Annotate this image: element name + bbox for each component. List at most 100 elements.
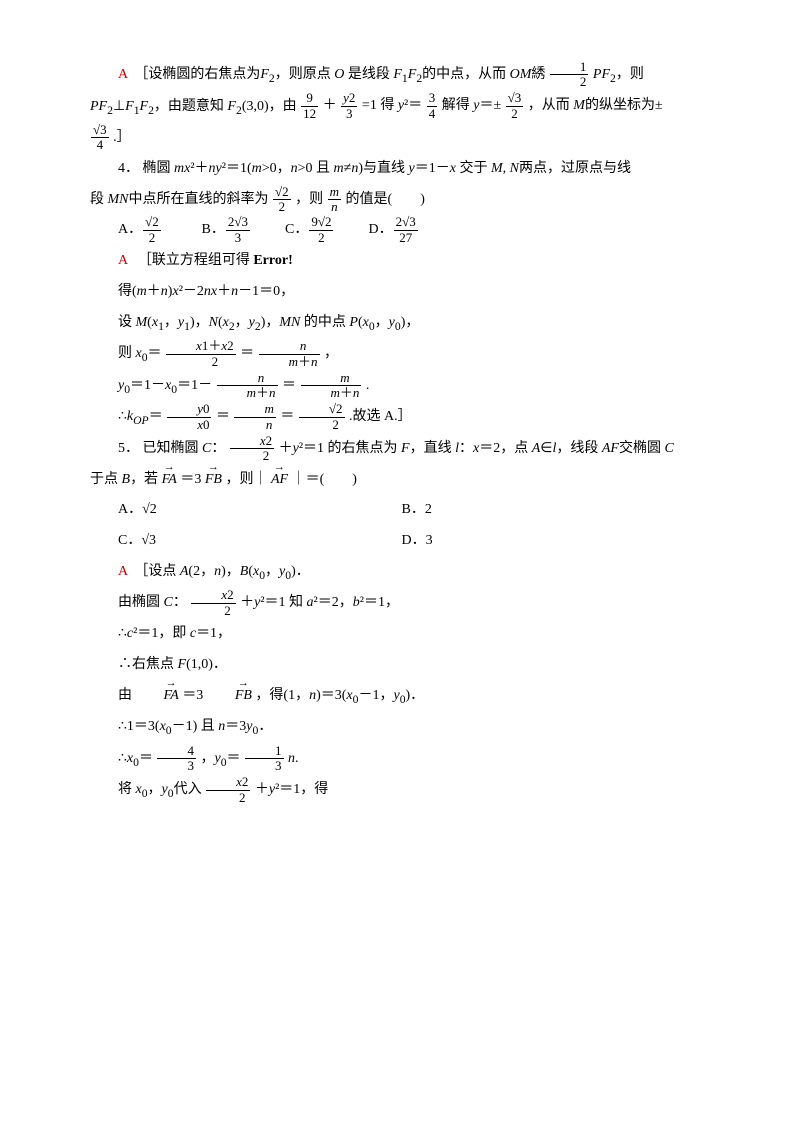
vector-FA: FA [162, 465, 177, 496]
option-4D: D．2√327 [369, 215, 449, 246]
question-4-stem-line1: 4． 椭圆 mx²＋ny²＝1(m>0，n>0 且 m≠n)与直线 y＝1－x … [90, 154, 710, 185]
solution-4-line6: ∴kOP＝ y0x0 ＝ mn ＝ √22 .故选 A.］ [90, 402, 710, 433]
text: ∴右焦点 F(1,0)． [118, 657, 227, 672]
text: ， [324, 346, 338, 361]
text: ，从而 M的纵坐标为± [528, 99, 663, 114]
question-5-stem-line1: 5． 已知椭圆 C： x22 ＋y²＝1 的右焦点为 F，直线 l：x＝2，点 … [90, 434, 710, 465]
frac-n-mn-2: nm＋n [217, 371, 278, 401]
text: ∴1＝3(x0－1) 且 n＝3y0． [118, 719, 272, 734]
frac-x2-2: x22 [230, 434, 274, 464]
text: ，y0＝ [200, 751, 240, 766]
option-4B: B．2√33 [202, 215, 282, 246]
solution-5-line4: ∴右焦点 F(1,0)． [90, 650, 710, 681]
text: 由椭圆 C： [118, 595, 187, 610]
text: 解得 [442, 99, 474, 114]
vector-FB-2: FB [207, 681, 252, 712]
question-4-stem-line2: 段 MN中点所在直线的斜率为 √22 ，则 mn 的值是( ) [90, 185, 710, 216]
text: 椭圆 mx²＋ny²＝1(m>0，n>0 且 m≠n)与直线 y＝1－x 交于 … [143, 161, 631, 176]
frac-x2-2-b: x22 [191, 588, 235, 618]
text: n. [288, 751, 299, 766]
frac-9-12: 912 [301, 91, 318, 121]
question-5-options-row2: C．√3 D．3 [90, 526, 710, 557]
frac-x2-2-c: x22 [206, 775, 250, 805]
solution-3-line2: PF2⊥F1F2，由题意知 F2(3,0)，由 912 ＋ y23 =1 得 y… [90, 91, 710, 122]
option-4C: C．9√22 [285, 215, 365, 246]
text: ＝ [216, 409, 230, 424]
text: ∴x0＝ [118, 751, 153, 766]
frac-y0-x0: y0x0 [167, 402, 211, 432]
frac-4-3: 43 [157, 744, 196, 774]
text: =1 得 [362, 99, 398, 114]
text: 于点 B，若 [90, 472, 158, 487]
option-5C: C．√3 [118, 526, 398, 557]
solution-3-line3: √34 .］ [90, 123, 710, 154]
answer-3-label: A [118, 67, 127, 82]
frac-n-mn: nm＋n [259, 339, 320, 369]
text: ＝ [240, 346, 254, 361]
text: 设 M(x1，y1)，N(x2，y2)，MN 的中点 P(x0，y0)， [118, 315, 419, 330]
solution-5-line7: ∴x0＝ 43 ，y0＝ 13 n. [90, 744, 710, 775]
text: ＋y²＝1 的右焦点为 F，直线 l：x＝2，点 A∈l，线段 AF交椭圆 C [279, 441, 674, 456]
solution-3-line1: A ［设椭圆的右焦点为F2，则原点 O 是线段 F1F2的中点，从而 OM綉 1… [90, 60, 710, 91]
question-4-options: A．√22 B．2√33 C．9√22 D．2√327 [90, 215, 710, 246]
text: ＋ [323, 99, 337, 114]
text: .故选 A.］ [349, 409, 412, 424]
frac-x1x2-2: x1＋x22 [166, 339, 236, 369]
text: y0＝1－x0＝1－ [118, 378, 212, 393]
question-5-number: 5． [118, 441, 139, 456]
question-4-number: 4． [118, 161, 139, 176]
frac-m-n: mn [328, 185, 341, 215]
text: ＝3 [180, 472, 201, 487]
solution-4-line5: y0＝1－x0＝1－ nm＋n ＝ mm＋n . [90, 371, 710, 402]
solution-5-line6: ∴1＝3(x0－1) 且 n＝3y0． [90, 712, 710, 743]
option-4A: A．√22 [118, 215, 198, 246]
text: ∴c²＝1，即 c＝1， [118, 626, 231, 641]
text: . [366, 378, 370, 393]
frac-sqrt3-4: √34 [91, 123, 109, 153]
answer-4-label: A [118, 253, 127, 268]
frac-sqrt2-2: √22 [273, 185, 291, 215]
solution-5-line3: ∴c²＝1，即 c＝1， [90, 619, 710, 650]
text: 则 x0＝ [118, 346, 162, 361]
text: 段 MN中点所在直线的斜率为 [90, 192, 269, 207]
text: ｜＝( ) [292, 472, 357, 487]
text: ，则｜ [225, 472, 267, 487]
frac-sqrt2-2-b: √22 [299, 402, 345, 432]
vector-FB: FB [205, 465, 222, 496]
frac-m-n-2: mn [234, 402, 275, 432]
text: 由 [118, 688, 132, 703]
error-text: Error! [253, 253, 292, 268]
vector-FA-2: FA [136, 681, 179, 712]
question-5-options-row1: A．√2 B．2 [90, 495, 710, 526]
text: ［联立方程组可得 [138, 253, 250, 268]
solution-5-line2: 由椭圆 C： x22 ＋y²＝1 知 a²＝2，b²＝1， [90, 588, 710, 619]
text: PF2，则 [593, 67, 644, 82]
text: ∴kOP＝ [118, 409, 163, 424]
frac-y2-3: y23 [341, 91, 357, 121]
text: 已知椭圆 C： [143, 441, 226, 456]
solution-5-line5: 由 FA ＝3 FB ，得(1，n)＝3(x0－1，y0)． [90, 681, 710, 712]
solution-5-line1: A ［设点 A(2，n)，B(x0，y0)． [90, 557, 710, 588]
text: PF2⊥F1F2，由题意知 F2(3,0)，由 [90, 99, 297, 114]
text: ＝3 [182, 688, 203, 703]
answer-5-label: A [118, 564, 127, 579]
text: 将 x0，y0代入 [118, 782, 202, 797]
text: ［设点 A(2，n)，B(x0，y0)． [131, 564, 310, 579]
text: y²＝ [398, 99, 422, 114]
text: ＋y²＝1 知 a²＝2，b²＝1， [240, 595, 399, 610]
frac-sqrt3-2: √32 [506, 91, 524, 121]
text: ［设椭圆的右焦点为F2，则原点 O 是线段 F1F2的中点，从而 OM綉 [131, 67, 546, 82]
text: ＋y²＝1，得 [255, 782, 328, 797]
frac-1-3: 13 [245, 744, 284, 774]
frac-3-4: 34 [427, 91, 438, 121]
solution-4-line2: 得(m＋n)x²－2nx＋n－1＝0， [90, 277, 710, 308]
solution-5-line8: 将 x0，y0代入 x22 ＋y²＝1，得 [90, 775, 710, 806]
text: ，则 [295, 192, 323, 207]
solution-4-line3: 设 M(x1，y1)，N(x2，y2)，MN 的中点 P(x0，y0)， [90, 308, 710, 339]
text: y＝± [473, 99, 501, 114]
frac-m-mn: mm＋n [301, 371, 362, 401]
option-5A: A．√2 [118, 495, 398, 526]
solution-4-line4: 则 x0＝ x1＋x22 ＝ nm＋n ， [90, 339, 710, 370]
question-5-stem-line2: 于点 B，若 FA ＝3 FB ，则｜ AF ｜＝( ) [90, 465, 710, 496]
frac-1-2: 12 [550, 60, 589, 90]
